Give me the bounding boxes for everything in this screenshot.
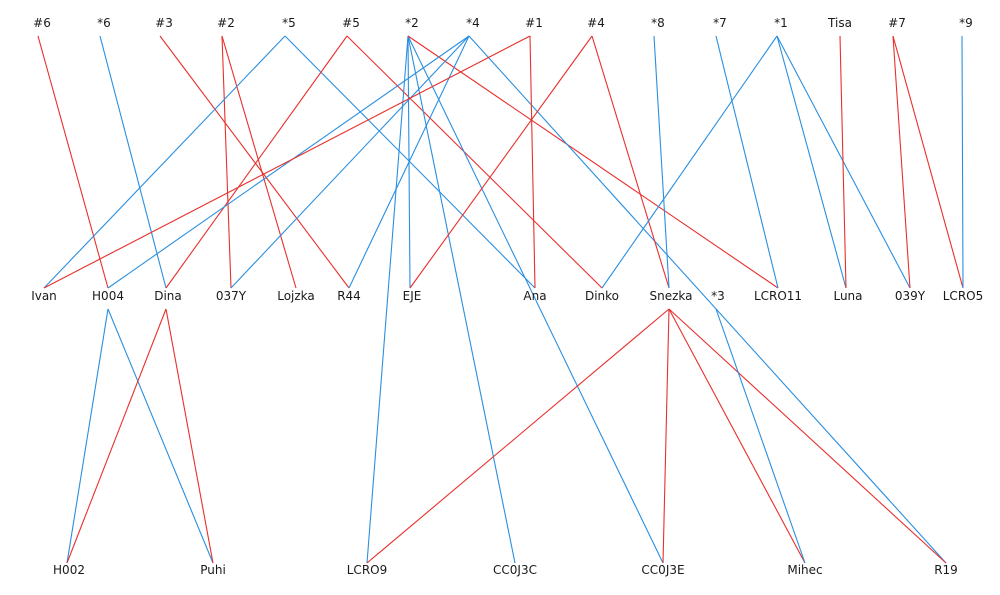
node-label-puhi: Puhi — [200, 563, 226, 577]
edge-dina-to-h002 — [66, 308, 167, 564]
edge-star5-to-ana — [284, 35, 536, 289]
edge-star4-to-r19 — [468, 35, 947, 564]
node-label-cc0j3c: CC0J3C — [493, 563, 537, 577]
node-label-hash6: #6 — [33, 16, 51, 30]
node-label-star7: *7 — [713, 16, 727, 30]
node-label-lojzka: Lojzka — [277, 289, 315, 303]
node-label-h002: H002 — [53, 563, 85, 577]
edge-star7-to-lcro11 — [715, 35, 779, 289]
edge-star9-to-lcro5 — [961, 35, 964, 289]
edge-star2-to-lcro9 — [366, 35, 409, 564]
node-label-star9: *9 — [959, 16, 973, 30]
edge-hash4-to-snezka — [591, 35, 670, 289]
edge-star8-to-snezka — [653, 35, 670, 289]
node-label-hash3: #3 — [155, 16, 173, 30]
edge-hash7-to-039y — [892, 35, 911, 289]
edge-hash2-to-lojzka — [221, 35, 297, 289]
node-label-ana: Ana — [523, 289, 546, 303]
edge-star5-to-ivan — [43, 35, 286, 289]
edge-hash7-to-lcro5 — [892, 35, 964, 289]
edge-star4-to-h004 — [107, 35, 470, 289]
node-label-hash7: #7 — [888, 16, 906, 30]
node-label-star6: *6 — [97, 16, 111, 30]
edge-dina-to-puhi — [165, 308, 214, 564]
node-label-lcro9: LCRO9 — [347, 563, 387, 577]
node-label-dina: Dina — [154, 289, 182, 303]
node-label-mihec: Mihec — [787, 563, 822, 577]
edge-hash1-to-ivan — [43, 35, 531, 289]
edge-h004-to-h002 — [66, 308, 109, 564]
edge-hash3-to-r44 — [159, 35, 350, 289]
node-label-star1: *1 — [774, 16, 788, 30]
edge-star1-to-dinko — [601, 35, 778, 289]
node-label-hash4: #4 — [587, 16, 605, 30]
node-label-lcro5: LCRO5 — [943, 289, 983, 303]
node-label-hash1: #1 — [525, 16, 543, 30]
edge-star4-to-037y — [230, 35, 470, 289]
node-label-star2: *2 — [405, 16, 419, 30]
label-layer: #6 *6 #3 #2 *5 #5 *2 *4 #1 #4 *8 *7 *1 Tisa #7 *9 Ivan H0… — [31, 16, 983, 577]
edge-snezka-to-mihec — [668, 308, 806, 564]
node-label-h004: H004 — [92, 289, 124, 303]
edge-snezka-to-cc0j3e — [662, 308, 670, 564]
edge-h004-to-puhi — [107, 308, 214, 564]
node-label-r44: R44 — [337, 289, 361, 303]
node-label-cc0j3e: CC0J3E — [641, 563, 684, 577]
node-label-star4: *4 — [466, 16, 480, 30]
edge-star6-to-dina — [99, 35, 167, 289]
edge-hash5-to-dinko — [346, 35, 603, 289]
node-label-dinko: Dinko — [585, 289, 619, 303]
node-label-r19: R19 — [934, 563, 958, 577]
edge-hash2-to-037y — [221, 35, 232, 289]
node-label-tisa: Tisa — [827, 16, 852, 30]
node-label-eje: EJE — [403, 289, 422, 303]
edge-snezka-to-lcro9 — [366, 308, 670, 564]
node-label-star3: *3 — [711, 289, 725, 303]
edge-star2-to-cc0j3e — [407, 35, 664, 564]
node-label-037y: 037Y — [216, 289, 247, 303]
edge-hash5-to-dina — [165, 35, 348, 289]
node-label-hash2: #2 — [217, 16, 235, 30]
edge-layer — [37, 35, 964, 564]
edge-hash6-to-h004 — [37, 35, 109, 289]
edge-snezka-to-r19 — [668, 308, 947, 564]
edge-hash4-to-eje — [409, 35, 593, 289]
edge-star2-to-lcro11 — [407, 35, 779, 289]
edge-star3-to-mihec — [715, 308, 806, 564]
edge-tisa-to-luna — [839, 35, 847, 289]
node-label-luna: Luna — [833, 289, 862, 303]
edge-star2-to-cc0j3c — [407, 35, 516, 564]
node-label-039y: 039Y — [895, 289, 926, 303]
edge-hash1-to-ana — [529, 35, 536, 289]
node-label-hash5: #5 — [342, 16, 360, 30]
node-label-star8: *8 — [651, 16, 665, 30]
node-label-lcro11: LCRO11 — [754, 289, 802, 303]
edge-star1-to-luna — [776, 35, 847, 289]
node-label-snezka: Snezka — [650, 289, 693, 303]
node-label-ivan: Ivan — [31, 289, 57, 303]
node-label-star5: *5 — [282, 16, 296, 30]
